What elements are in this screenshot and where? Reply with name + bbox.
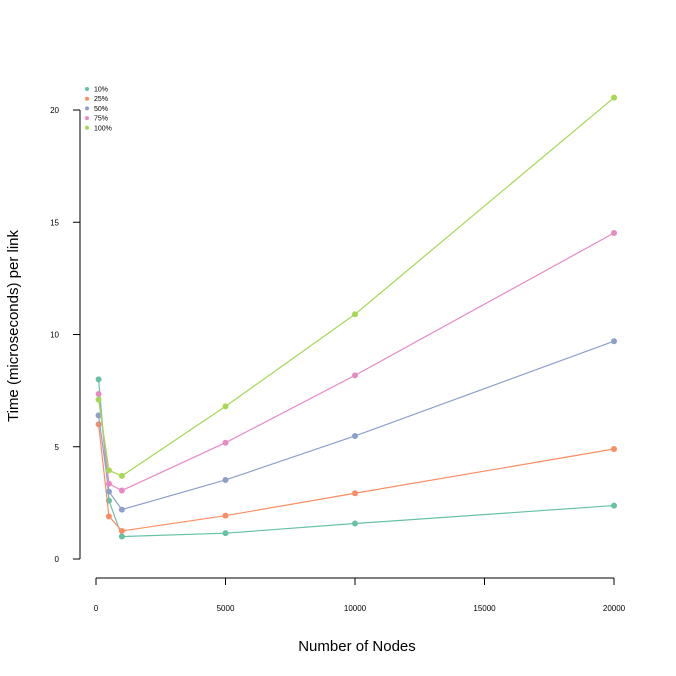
data-point [611, 445, 617, 452]
data-point [105, 488, 112, 495]
series-line [97, 340, 615, 511]
data-point [352, 311, 358, 318]
data-point [352, 372, 358, 379]
y-tick-label: 0 [55, 555, 60, 564]
data-point [222, 476, 229, 483]
data-point [222, 530, 229, 537]
data-point [118, 472, 125, 479]
legend-item: 75% [85, 116, 108, 123]
data-point [611, 338, 617, 345]
x-tick-label: 5000 [217, 604, 235, 613]
data-point [352, 520, 358, 527]
legend-marker [85, 106, 89, 111]
series-layer [95, 94, 617, 540]
y-tick-label: 20 [50, 106, 59, 115]
x-axis-ticks: 0 5000 10000 15000 20000 [94, 578, 626, 613]
legend-marker [85, 87, 89, 91]
legend-marker [85, 116, 89, 121]
series-75pct [95, 230, 617, 494]
x-tick-label: 0 [94, 604, 99, 613]
y-axis-title: Time (microseconds) per link [5, 230, 22, 422]
series-line [97, 97, 615, 477]
legend-label: 100% [94, 125, 112, 132]
y-tick-label: 5 [55, 443, 60, 452]
legend-item: 100% [85, 125, 112, 132]
data-point [222, 403, 229, 410]
data-point [352, 432, 358, 439]
data-point [95, 376, 102, 383]
series-line [97, 379, 615, 538]
data-point [611, 502, 617, 509]
legend-label: 75% [94, 116, 108, 123]
x-tick-label: 15000 [473, 604, 496, 613]
legend-item: 25% [85, 96, 108, 103]
data-point [222, 439, 229, 446]
axes: 0 5 10 15 20 0 5000 10000 15000 20000 [50, 106, 626, 613]
legend-label: 10% [94, 87, 108, 94]
y-tick-label: 15 [50, 218, 59, 227]
data-point [105, 467, 112, 474]
data-point [118, 527, 125, 534]
x-tick-label: 10000 [344, 604, 367, 613]
data-point [611, 230, 617, 237]
data-point [118, 506, 125, 513]
series-10pct [95, 376, 617, 540]
legend-marker [85, 125, 89, 130]
x-axis-title: Number of Nodes [298, 638, 416, 655]
series-line [97, 232, 615, 492]
data-point [352, 490, 358, 497]
data-point [118, 533, 125, 540]
legend-label: 25% [94, 96, 108, 103]
data-point [105, 513, 112, 520]
legend-item: 50% [85, 106, 108, 113]
data-point [95, 396, 102, 403]
series-100pct [95, 94, 617, 479]
series-line [97, 424, 615, 532]
legend-item: 10% [85, 87, 108, 94]
data-point [118, 487, 125, 494]
data-point [95, 390, 102, 397]
legend: 10% 25% 50% 75% 100% [85, 87, 112, 132]
legend-marker [85, 96, 89, 101]
x-tick-label: 20000 [603, 604, 626, 613]
y-axis-ticks: 0 5 10 15 20 [50, 106, 80, 564]
series-50pct [95, 338, 617, 513]
data-point [611, 94, 617, 101]
data-point [105, 480, 112, 487]
y-tick-label: 10 [50, 331, 59, 340]
legend-label: 50% [94, 106, 108, 113]
series-25pct [95, 421, 617, 534]
data-point [222, 512, 229, 519]
